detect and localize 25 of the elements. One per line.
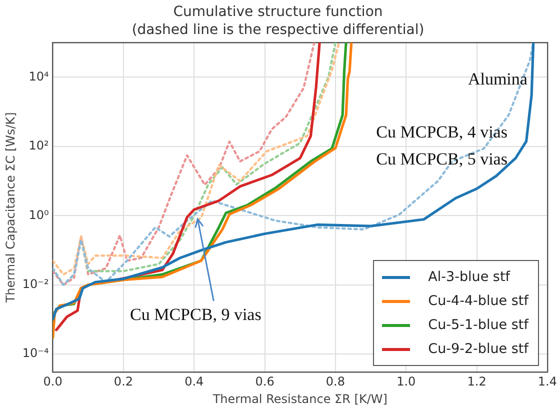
x-tick-label: 0.6	[255, 374, 274, 389]
y-tick-label: 10⁴	[28, 69, 49, 84]
y-tick-label: 10⁻⁴	[22, 346, 49, 360]
chart-subtitle: (dashed line is the respective differential)	[132, 22, 424, 38]
x-tick-label: 1.0	[396, 374, 416, 389]
annotation: Cu MCPCB, 4 vias	[376, 122, 508, 142]
x-tick-label: 0.2	[114, 374, 134, 389]
x-tick-label: 0.8	[326, 374, 346, 389]
y-axis-title: Thermal Capacitance ΣC [Ws/K]	[3, 112, 18, 304]
x-tick-label: 0.0	[43, 374, 62, 389]
annotation: Cu MCPCB, 9 vias	[130, 304, 262, 324]
x-tick-label: 1.4	[538, 374, 558, 389]
chart-title: Cumulative structure function	[173, 4, 383, 20]
x-tick-label: 1.2	[467, 374, 486, 389]
annotation: Cu MCPCB, 5 vias	[376, 150, 508, 169]
x-tick-label: 0.4	[184, 374, 204, 389]
legend-label: Cu-4-4-blue stf	[428, 293, 528, 310]
y-tick-label: 10⁻²	[22, 277, 49, 292]
y-tick-label: 10⁰	[28, 208, 49, 222]
x-axis-title: Thermal Resistance ΣR [K/W]	[212, 392, 388, 406]
y-tick-label: 10²	[28, 138, 49, 153]
annotation: Alumina	[468, 70, 528, 89]
legend-label: Cu-9-2-blue stf	[428, 341, 528, 358]
legend-label: Al-3-blue stf	[428, 269, 510, 286]
legend-label: Cu-5-1-blue stf	[428, 317, 528, 334]
